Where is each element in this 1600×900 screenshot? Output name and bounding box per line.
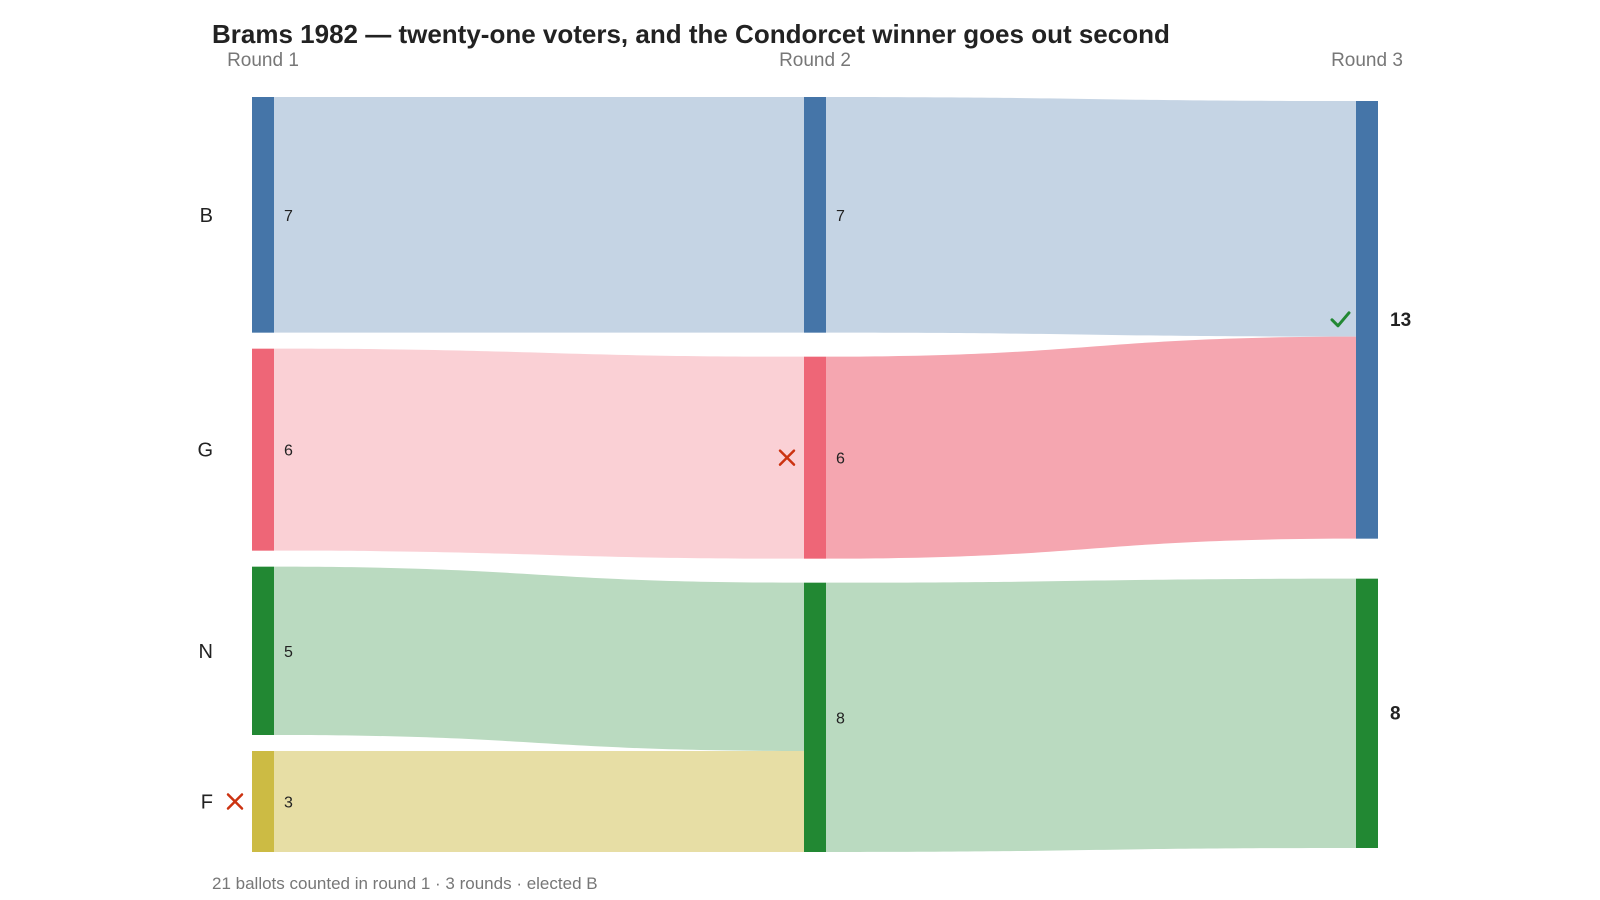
flow-r2-G-to-B	[826, 336, 1356, 559]
chart-title: Brams 1982 — twenty-one voters, and the …	[212, 19, 1170, 49]
flow-r2-N-to-N	[826, 578, 1356, 852]
count-label-r2-N: 8	[836, 710, 845, 727]
round-label-3: Round 3	[1331, 50, 1403, 71]
count-label-r2-B: 7	[836, 208, 845, 225]
flow-r1-F-to-N	[274, 751, 804, 852]
round-label-1: Round 1	[227, 50, 299, 71]
count-label-r2-G: 6	[836, 451, 845, 468]
flow-r1-N-to-N	[274, 566, 804, 751]
node-r2-G	[804, 356, 826, 559]
count-label-r1-G: 6	[284, 443, 293, 460]
candidate-label-B: B	[200, 205, 213, 227]
eliminated-icon-F	[226, 793, 244, 810]
round-label-2: Round 2	[779, 50, 851, 71]
flows-layer	[274, 97, 1356, 852]
count-label-r1-B: 7	[284, 208, 293, 225]
node-r1-N	[252, 566, 274, 735]
node-r3-N	[1356, 578, 1378, 848]
count-label-r1-N: 5	[284, 644, 293, 661]
node-r1-B	[252, 97, 274, 333]
flow-r1-G-to-G	[274, 348, 804, 559]
flow-r2-B-to-B	[826, 97, 1356, 337]
candidate-label-G: G	[197, 440, 213, 462]
candidate-label-F: F	[201, 792, 213, 814]
count-label-r1-F: 3	[284, 795, 293, 812]
node-r1-F	[252, 751, 274, 852]
eliminated-icon-G	[778, 449, 796, 466]
node-r2-N	[804, 582, 826, 852]
flow-r1-B-to-B	[274, 97, 804, 333]
count-label-r3-N: 8	[1390, 703, 1401, 724]
candidate-label-N: N	[199, 641, 213, 663]
winner-check-icon	[1330, 311, 1351, 328]
node-r1-G	[252, 348, 274, 551]
node-r3-B	[1356, 101, 1378, 539]
count-label-r3-B: 13	[1390, 310, 1411, 331]
labels-layer: 7 B 6 G 5 N 3 F 7 6 8 13 8 Round 1 Round 2 Round 3	[197, 50, 1411, 814]
node-r2-B	[804, 97, 826, 333]
nodes-layer	[252, 97, 1378, 852]
chart-footer: 21 ballots counted in round 1 · 3 rounds…	[212, 874, 598, 893]
